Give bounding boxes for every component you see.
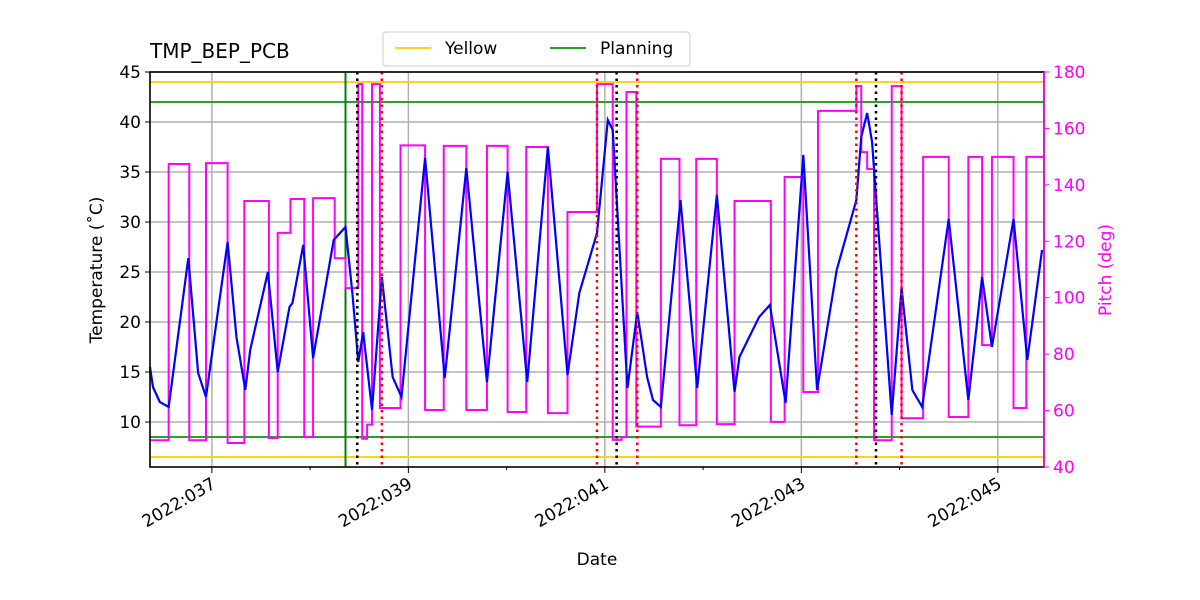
x-tick-label: 2022:041 <box>532 474 613 532</box>
x-tick-label: 2022:045 <box>925 474 1006 532</box>
y2-axis-label: Pitch (deg) <box>1096 224 1116 316</box>
y2-tick-label: 60 <box>1053 402 1075 422</box>
pitch-series <box>150 83 1044 445</box>
x-tick-label: 2022:043 <box>728 474 809 532</box>
y-tick-label: 10 <box>119 413 141 433</box>
y2-tick-label: 120 <box>1053 232 1085 252</box>
legend: Yellow Planning <box>382 31 691 67</box>
y2-tick-label: 140 <box>1053 176 1085 196</box>
y2-tick-label: 40 <box>1053 458 1075 478</box>
legend-label-yellow: Yellow <box>444 39 497 59</box>
x-axis-label: Date <box>577 550 618 570</box>
temperature-series <box>148 112 1044 416</box>
series <box>148 72 1044 467</box>
chart-title: TMP_BEP_PCB <box>149 39 290 63</box>
y-tick-label: 40 <box>119 113 141 133</box>
y-tick-label: 20 <box>119 313 141 333</box>
axes: 10 15 20 25 30 35 40 45 40 60 80 100 120 140 160 180 202… <box>119 63 1085 532</box>
y2-tick-label: 160 <box>1053 119 1085 139</box>
y-tick-label: 45 <box>119 63 141 83</box>
y-axis-label: Temperature (˚C) <box>86 197 107 345</box>
x-tick-label: 2022:039 <box>335 474 416 532</box>
y-tick-label: 30 <box>119 213 141 233</box>
y2-tick-label: 180 <box>1053 63 1085 83</box>
y-tick-label: 35 <box>119 163 141 183</box>
y-tick-label: 15 <box>119 363 141 383</box>
y2-tick-label: 80 <box>1053 345 1075 365</box>
x-tick-label: 2022:037 <box>139 474 220 532</box>
y-tick-label: 25 <box>119 263 141 283</box>
legend-label-planning: Planning <box>600 39 673 59</box>
y2-tick-label: 100 <box>1053 289 1085 309</box>
